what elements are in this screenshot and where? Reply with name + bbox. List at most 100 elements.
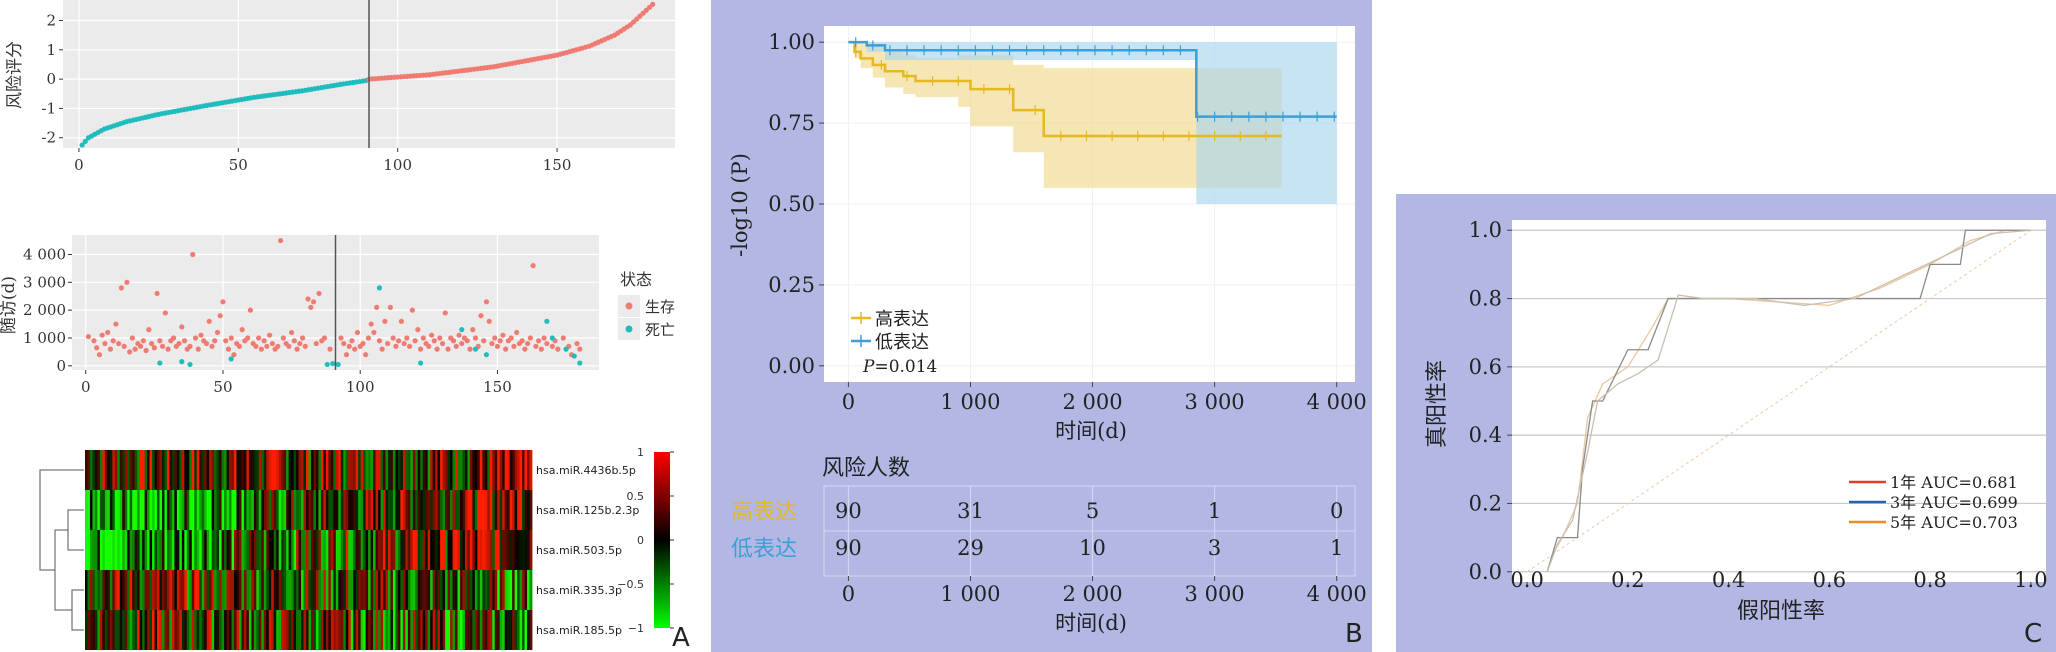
heatmap-cell bbox=[92, 610, 96, 650]
risk-ylabel: 风险评分 bbox=[5, 41, 25, 109]
heatmap-cell bbox=[492, 570, 496, 610]
followup-point-alive bbox=[132, 346, 138, 352]
heatmap-cell bbox=[147, 610, 150, 650]
heatmap-cell bbox=[323, 610, 327, 650]
heatmap-cell bbox=[457, 530, 461, 570]
heatmap-cell bbox=[435, 530, 439, 570]
heatmap-cell bbox=[358, 610, 362, 650]
heatmap-cell bbox=[209, 610, 213, 650]
heatmap-cell bbox=[440, 610, 443, 650]
heatmap-cell bbox=[109, 530, 113, 570]
followup-point-alive bbox=[107, 346, 114, 352]
heatmap-cell bbox=[447, 530, 451, 570]
heatmap-cell bbox=[268, 610, 272, 650]
heatmap-cell bbox=[231, 530, 235, 570]
heatmap-cell bbox=[512, 570, 516, 610]
heatmap-cell bbox=[283, 530, 287, 570]
heatmap-cell bbox=[102, 570, 106, 610]
heatmap-cell bbox=[194, 450, 198, 490]
color-scale-label: 1 bbox=[637, 448, 644, 459]
followup-point-alive bbox=[280, 335, 286, 341]
heatmap-cell bbox=[169, 610, 173, 650]
heatmap-cell bbox=[450, 570, 453, 610]
heatmap-cell bbox=[415, 450, 419, 490]
heatmap-cell bbox=[340, 530, 344, 570]
heatmap-cell bbox=[303, 450, 307, 490]
heatmap-cell bbox=[450, 450, 453, 490]
heatmap-cell bbox=[301, 450, 304, 490]
heatmap-cell bbox=[191, 610, 195, 650]
heatmap-cell bbox=[502, 610, 506, 650]
heatmap-cell bbox=[440, 570, 443, 610]
heatmap-cell bbox=[129, 530, 133, 570]
heatmap-cell bbox=[194, 530, 198, 570]
heatmap-cell bbox=[527, 530, 530, 570]
heatmap-cell bbox=[214, 570, 218, 610]
heatmap-cell bbox=[320, 490, 324, 530]
heatmap-cell bbox=[149, 610, 153, 650]
followup-point-alive bbox=[511, 343, 517, 349]
heatmap-cell bbox=[499, 450, 503, 490]
heatmap-cell bbox=[390, 610, 394, 650]
heatmap-cell bbox=[343, 530, 347, 570]
km-ytick-label: 0.50 bbox=[768, 192, 815, 216]
roc-ylabel: 真阳性率 bbox=[1425, 360, 1450, 448]
heatmap-cell bbox=[365, 610, 369, 650]
heatmap-cell bbox=[184, 490, 188, 530]
heatmap-cell bbox=[92, 570, 96, 610]
followup-point-alive bbox=[118, 285, 125, 291]
heatmap-cell bbox=[360, 450, 364, 490]
risk-table-group-label: 低表达 bbox=[731, 537, 797, 562]
heatmap-chart: hsa.miR.4436b.5p hsa.miR.125b.2.3p hsa.miR… bbox=[39, 448, 690, 652]
heatmap-cell bbox=[122, 450, 126, 490]
followup-point-alive bbox=[538, 346, 544, 352]
heatmap-cell bbox=[517, 450, 520, 490]
heatmap-cell bbox=[171, 450, 175, 490]
followup-point-alive bbox=[354, 329, 361, 336]
heatmap-cell bbox=[328, 450, 332, 490]
heatmap-cell bbox=[251, 490, 255, 530]
heatmap-cell bbox=[85, 530, 88, 570]
followup-point-alive bbox=[214, 329, 221, 336]
heatmap-cell bbox=[134, 490, 138, 530]
heatmap-cell bbox=[243, 530, 247, 570]
heatmap-cell bbox=[517, 610, 520, 650]
km-xlabel: 时间(d) bbox=[1055, 419, 1127, 443]
heatmap-cell bbox=[278, 610, 282, 650]
heatmap-cell bbox=[469, 610, 473, 650]
heatmap-cell bbox=[286, 530, 290, 570]
heatmap-cell bbox=[89, 450, 93, 490]
followup-point-alive bbox=[341, 340, 347, 347]
heatmap-cell bbox=[114, 530, 118, 570]
followup-point-dead bbox=[376, 285, 383, 291]
heatmap-cell bbox=[157, 490, 160, 530]
heatmap-cell bbox=[263, 450, 267, 490]
followup-point-alive bbox=[190, 251, 196, 258]
risk-table-count: 1 bbox=[1208, 499, 1221, 523]
heatmap-cell bbox=[159, 530, 163, 570]
heatmap-cell bbox=[313, 530, 317, 570]
heatmap-cell bbox=[132, 610, 136, 650]
heatmap-cell bbox=[482, 450, 486, 490]
heatmap-cell bbox=[387, 570, 391, 610]
heatmap-cell bbox=[315, 530, 319, 570]
heatmap-cell bbox=[273, 530, 277, 570]
heatmap-cell bbox=[119, 530, 123, 570]
heatmap-cell bbox=[234, 490, 237, 530]
heatmap-cell bbox=[338, 610, 342, 650]
heatmap-cell bbox=[378, 530, 381, 570]
heatmap-cell bbox=[325, 570, 329, 610]
heatmap-cell bbox=[238, 450, 242, 490]
heatmap-cell bbox=[529, 530, 533, 570]
heatmap-cell bbox=[194, 570, 198, 610]
heatmap-cell bbox=[219, 610, 222, 650]
heatmap-cell bbox=[415, 610, 419, 650]
heatmap-cell bbox=[211, 570, 215, 610]
heatmap-cell bbox=[112, 610, 116, 650]
heatmap-cell bbox=[315, 570, 319, 610]
heatmap-cell bbox=[92, 530, 96, 570]
heatmap-cell bbox=[427, 610, 431, 650]
followup-xtick-label: 150 bbox=[483, 378, 512, 395]
heatmap-cell bbox=[221, 490, 225, 530]
heatmap-cell bbox=[459, 610, 463, 650]
